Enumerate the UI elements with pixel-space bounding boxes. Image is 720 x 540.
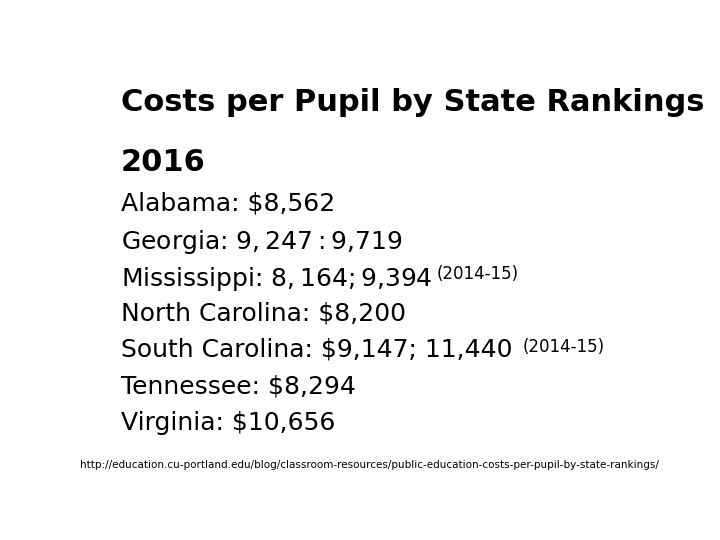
Text: 2016: 2016	[121, 148, 206, 177]
Text: South Carolina: $9,147; 11,440: South Carolina: $9,147; 11,440	[121, 338, 520, 362]
Text: Georgia: $9,247: $9,719: Georgia: $9,247: $9,719	[121, 228, 402, 256]
Text: Tennessee: $8,294: Tennessee: $8,294	[121, 375, 356, 399]
Text: Mississippi: $8,164; $9,394: Mississippi: $8,164; $9,394	[121, 265, 433, 293]
Text: Virginia: $10,656: Virginia: $10,656	[121, 411, 335, 435]
Text: http://education.cu-portland.edu/blog/classroom-resources/public-education-costs: http://education.cu-portland.edu/blog/cl…	[80, 460, 658, 470]
Text: Alabama: $8,562: Alabama: $8,562	[121, 192, 335, 215]
Text: Costs per Pupil by State Rankings: Costs per Pupil by State Rankings	[121, 87, 704, 117]
Text: (2014-15): (2014-15)	[436, 265, 518, 283]
Text: (2014-15): (2014-15)	[523, 338, 605, 356]
Text: North Carolina: $8,200: North Carolina: $8,200	[121, 301, 405, 326]
